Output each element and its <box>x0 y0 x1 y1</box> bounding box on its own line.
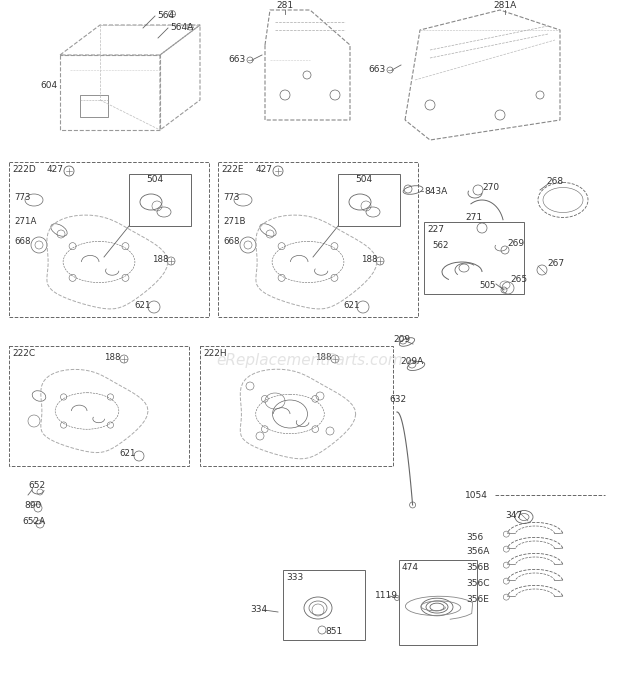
Text: eReplacementParts.com: eReplacementParts.com <box>216 353 404 367</box>
Text: 663: 663 <box>228 55 246 64</box>
Bar <box>200 346 393 466</box>
Text: 356B: 356B <box>466 563 489 572</box>
Text: 564A: 564A <box>170 22 193 31</box>
Text: 222C: 222C <box>12 349 35 358</box>
Text: 265: 265 <box>510 276 527 285</box>
Text: 281A: 281A <box>494 1 516 10</box>
Text: 347: 347 <box>505 511 522 520</box>
Text: 604: 604 <box>40 80 57 89</box>
Bar <box>338 174 400 226</box>
Text: 621: 621 <box>119 450 136 459</box>
Bar <box>283 570 365 640</box>
Text: 668: 668 <box>223 238 239 247</box>
Text: 188: 188 <box>361 256 378 265</box>
Text: 188: 188 <box>152 256 169 265</box>
Text: 267: 267 <box>547 258 564 267</box>
Text: 505: 505 <box>479 281 495 290</box>
Text: 271A: 271A <box>14 218 37 227</box>
Text: 504: 504 <box>355 175 372 184</box>
Text: 188: 188 <box>315 353 332 362</box>
Text: 333: 333 <box>286 574 303 583</box>
Text: 356E: 356E <box>466 595 489 604</box>
Text: 668: 668 <box>14 238 30 247</box>
Text: 652: 652 <box>28 482 45 491</box>
Bar <box>9 162 209 317</box>
Bar <box>80 95 108 117</box>
Text: 632: 632 <box>389 396 406 405</box>
Text: 652A: 652A <box>22 518 45 527</box>
Text: 281: 281 <box>277 1 293 10</box>
Text: 851: 851 <box>325 627 342 636</box>
Text: 1119: 1119 <box>375 590 398 599</box>
Text: 209A: 209A <box>400 358 423 367</box>
Text: 890: 890 <box>24 502 42 511</box>
Text: 270: 270 <box>482 184 499 193</box>
Text: 663: 663 <box>368 66 385 75</box>
Text: 621: 621 <box>134 301 151 310</box>
Text: 356C: 356C <box>466 579 490 588</box>
Text: 504: 504 <box>146 175 163 184</box>
Text: 474: 474 <box>402 563 419 572</box>
Text: 773: 773 <box>14 193 30 202</box>
Text: 843A: 843A <box>424 188 447 197</box>
Text: 227: 227 <box>427 225 444 234</box>
Bar <box>424 222 524 294</box>
Text: 334: 334 <box>250 606 267 615</box>
Text: 209: 209 <box>393 335 410 344</box>
Bar <box>129 174 191 226</box>
Text: 562: 562 <box>432 241 448 250</box>
Text: 621: 621 <box>343 301 360 310</box>
Text: 269: 269 <box>507 238 524 247</box>
Text: 564: 564 <box>157 10 174 19</box>
Text: 1054: 1054 <box>465 491 488 500</box>
Text: 356A: 356A <box>466 547 489 556</box>
Text: 773: 773 <box>223 193 239 202</box>
Text: 427: 427 <box>256 166 273 175</box>
Text: 222H: 222H <box>203 349 227 358</box>
Text: 268: 268 <box>546 177 563 186</box>
Text: 356: 356 <box>466 532 483 541</box>
Text: 188: 188 <box>104 353 120 362</box>
Text: 271B: 271B <box>223 218 246 227</box>
Bar <box>218 162 418 317</box>
Text: 222D: 222D <box>12 166 36 175</box>
Text: 271: 271 <box>465 213 482 222</box>
Text: 222E: 222E <box>221 166 244 175</box>
Bar <box>399 560 477 645</box>
Bar <box>9 346 189 466</box>
Text: 427: 427 <box>47 166 64 175</box>
